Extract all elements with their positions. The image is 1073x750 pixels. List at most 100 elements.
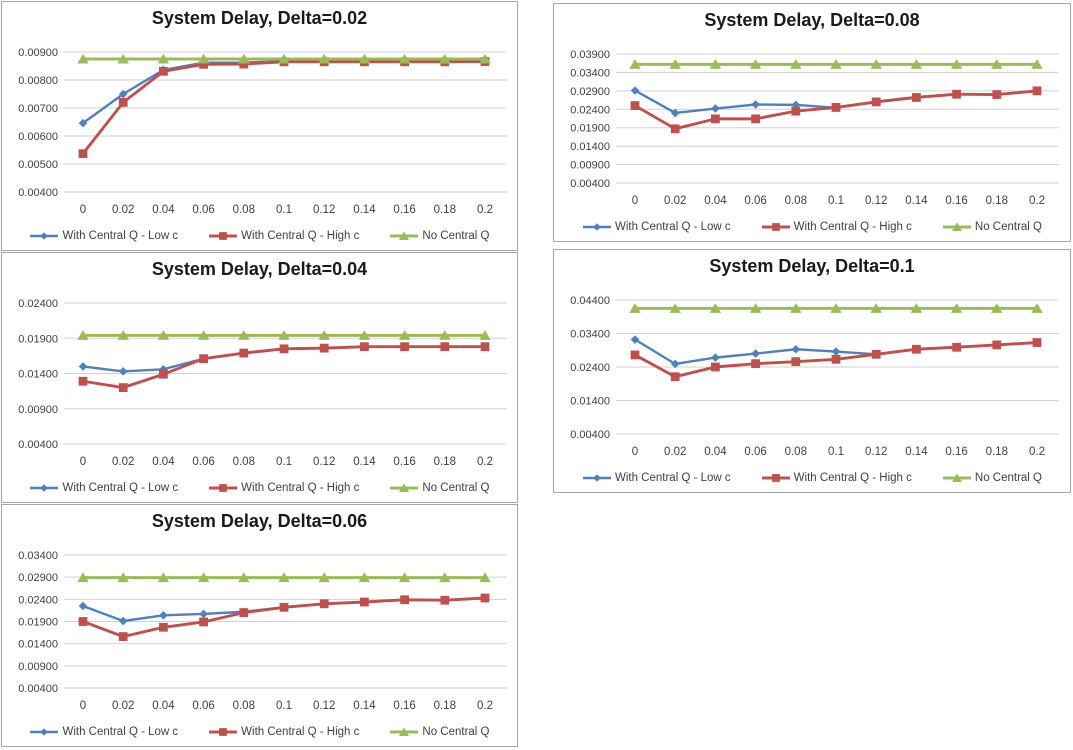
square-marker-icon <box>992 90 1002 99</box>
chart-panel-delta-0.04[interactable]: 0.00400 0.00900 0.01400 0.01900 0.02400 0 0.02… <box>1 252 518 503</box>
square-marker-icon <box>319 599 329 609</box>
x-tick-label: 0.1 <box>276 456 292 468</box>
diamond-glyph <box>40 728 49 736</box>
legend-label: With Central Q - High c <box>241 482 360 494</box>
triangle-marker-icon <box>910 59 923 69</box>
triangle-marker-icon <box>790 59 802 69</box>
triangle-marker-icon <box>749 59 762 69</box>
line-square-marker-icon <box>209 232 238 240</box>
square-marker-icon <box>78 617 88 626</box>
square-marker-icon <box>992 340 1002 350</box>
triangle-marker-icon <box>157 330 170 340</box>
legend-label: With Central Q - Low c <box>614 472 731 484</box>
triangle-marker-icon <box>117 53 129 64</box>
square-marker-icon <box>440 342 450 352</box>
x-tick-label: 0.04 <box>704 446 727 458</box>
chart-plot-area: 0.00400 0.01400 0.02400 0.03400 0.04400 0 0.02… <box>570 295 1059 458</box>
x-tick-label: 0.2 <box>477 456 493 468</box>
square-marker-icon <box>239 348 249 358</box>
triangle-marker-icon <box>318 572 330 583</box>
x-tick-label: 0.02 <box>112 456 134 468</box>
square-marker-icon <box>199 354 208 364</box>
y-tick-label: 0.00400 <box>570 178 610 190</box>
y-tick-label: 0.03400 <box>570 329 610 341</box>
x-tick-label: 0.08 <box>785 195 807 207</box>
triangle-marker-icon <box>439 572 451 583</box>
x-tick-label: 0.06 <box>192 456 214 468</box>
y-tick-label: 0.03900 <box>570 49 610 61</box>
triangle-marker-icon <box>238 572 250 583</box>
line-diamond-marker-icon <box>582 474 611 482</box>
y-tick-label: 0.03400 <box>570 67 610 79</box>
legend-label: With Central Q - Low c <box>62 726 179 738</box>
chart-panel-delta-0.08[interactable]: 0.00400 0.00900 0.01400 0.01900 0.02400 0.029… <box>553 3 1071 242</box>
triangle-marker-icon <box>197 330 210 340</box>
x-tick-label: 0.16 <box>393 204 415 216</box>
triangle-marker-icon <box>77 572 89 583</box>
triangle-marker-icon <box>358 53 371 64</box>
chart-panel-delta-0.06[interactable]: 0.00400 0.00900 0.01400 0.01900 0.02400 0.029… <box>1 504 518 747</box>
legend-label: With Central Q - Low c <box>614 221 731 233</box>
triangle-marker-icon <box>358 330 371 340</box>
square-marker-icon <box>118 98 128 107</box>
x-tick-label: 0.2 <box>1029 195 1045 207</box>
x-tick-label: 0.08 <box>233 456 255 468</box>
legend-label: With Central Q - Low c <box>62 482 179 494</box>
series-line <box>81 60 487 125</box>
triangle-marker-icon <box>1031 303 1043 313</box>
x-tick-label: 0.18 <box>986 195 1008 207</box>
x-tick-label: 0.2 <box>1029 446 1045 458</box>
chart-panel-delta-0.1[interactable]: 0.00400 0.01400 0.02400 0.03400 0.04400 0 0.02… <box>553 249 1071 493</box>
legend-item-low-c: With Central Q - Low c <box>29 482 178 494</box>
diamond-marker-icon <box>118 89 128 99</box>
legend-item-no-q: No Central Q <box>389 230 490 242</box>
y-tick-label: 0.00700 <box>18 103 58 115</box>
legend-item-high-c: With Central Q - High c <box>208 726 359 738</box>
chart-panel-delta-0.02[interactable]: 0.00400 0.00500 0.00600 0.00700 0.00800 0.009… <box>1 1 518 251</box>
triangle-marker-icon <box>709 303 722 313</box>
triangle-marker-icon <box>398 53 411 64</box>
legend-item-low-c: With Central Q - Low c <box>29 726 178 738</box>
triangle-marker-icon <box>709 59 722 69</box>
x-tick-label: 0.06 <box>192 204 214 216</box>
y-tick-label: 0.00900 <box>18 404 58 416</box>
triangle-marker-icon <box>439 330 451 340</box>
square-glyph <box>219 232 228 240</box>
diamond-marker-icon <box>118 367 128 376</box>
legend-item-low-c: With Central Q - Low c <box>29 230 178 242</box>
line-diamond-marker-icon <box>30 232 59 240</box>
y-tick-label: 0.01400 <box>18 639 58 651</box>
line-triangle-marker-icon <box>942 222 971 231</box>
y-tick-label: 0.00400 <box>18 683 58 695</box>
diamond-marker-icon <box>670 108 680 118</box>
x-tick-label: 0.2 <box>477 700 493 712</box>
x-tick-label: 0.16 <box>945 446 967 458</box>
line-triangle-marker-icon <box>390 727 419 736</box>
triangle-marker-icon <box>238 330 250 340</box>
x-tick-label: 0.04 <box>704 195 727 207</box>
legend-label: With Central Q - High c <box>241 726 360 738</box>
legend-label: No Central Q <box>974 221 1042 233</box>
diamond-marker-icon <box>751 349 760 358</box>
triangle-marker-icon <box>197 53 210 64</box>
x-tick-label: 0.16 <box>393 456 415 468</box>
triangle-marker-icon <box>830 303 842 313</box>
triangle-marker-icon <box>398 330 411 340</box>
triangle-marker-icon <box>117 572 129 583</box>
square-marker-icon <box>711 114 720 124</box>
y-tick-label: 0.01900 <box>570 123 610 135</box>
triangle-glyph <box>951 222 962 231</box>
legend-item-high-c: With Central Q - High c <box>208 230 359 242</box>
legend-label: No Central Q <box>422 482 490 494</box>
x-tick-label: 0.14 <box>353 204 376 216</box>
x-tick-label: 0.06 <box>192 700 214 712</box>
diamond-glyph <box>593 474 601 482</box>
diamond-marker-icon <box>791 344 801 354</box>
x-tick-label: 0 <box>80 700 86 712</box>
square-marker-icon <box>400 342 409 352</box>
triangle-marker-icon <box>910 303 923 313</box>
legend-label: No Central Q <box>422 230 490 242</box>
square-marker-icon <box>319 343 329 353</box>
y-tick-label: 0.04400 <box>570 295 610 307</box>
square-glyph <box>771 474 780 482</box>
